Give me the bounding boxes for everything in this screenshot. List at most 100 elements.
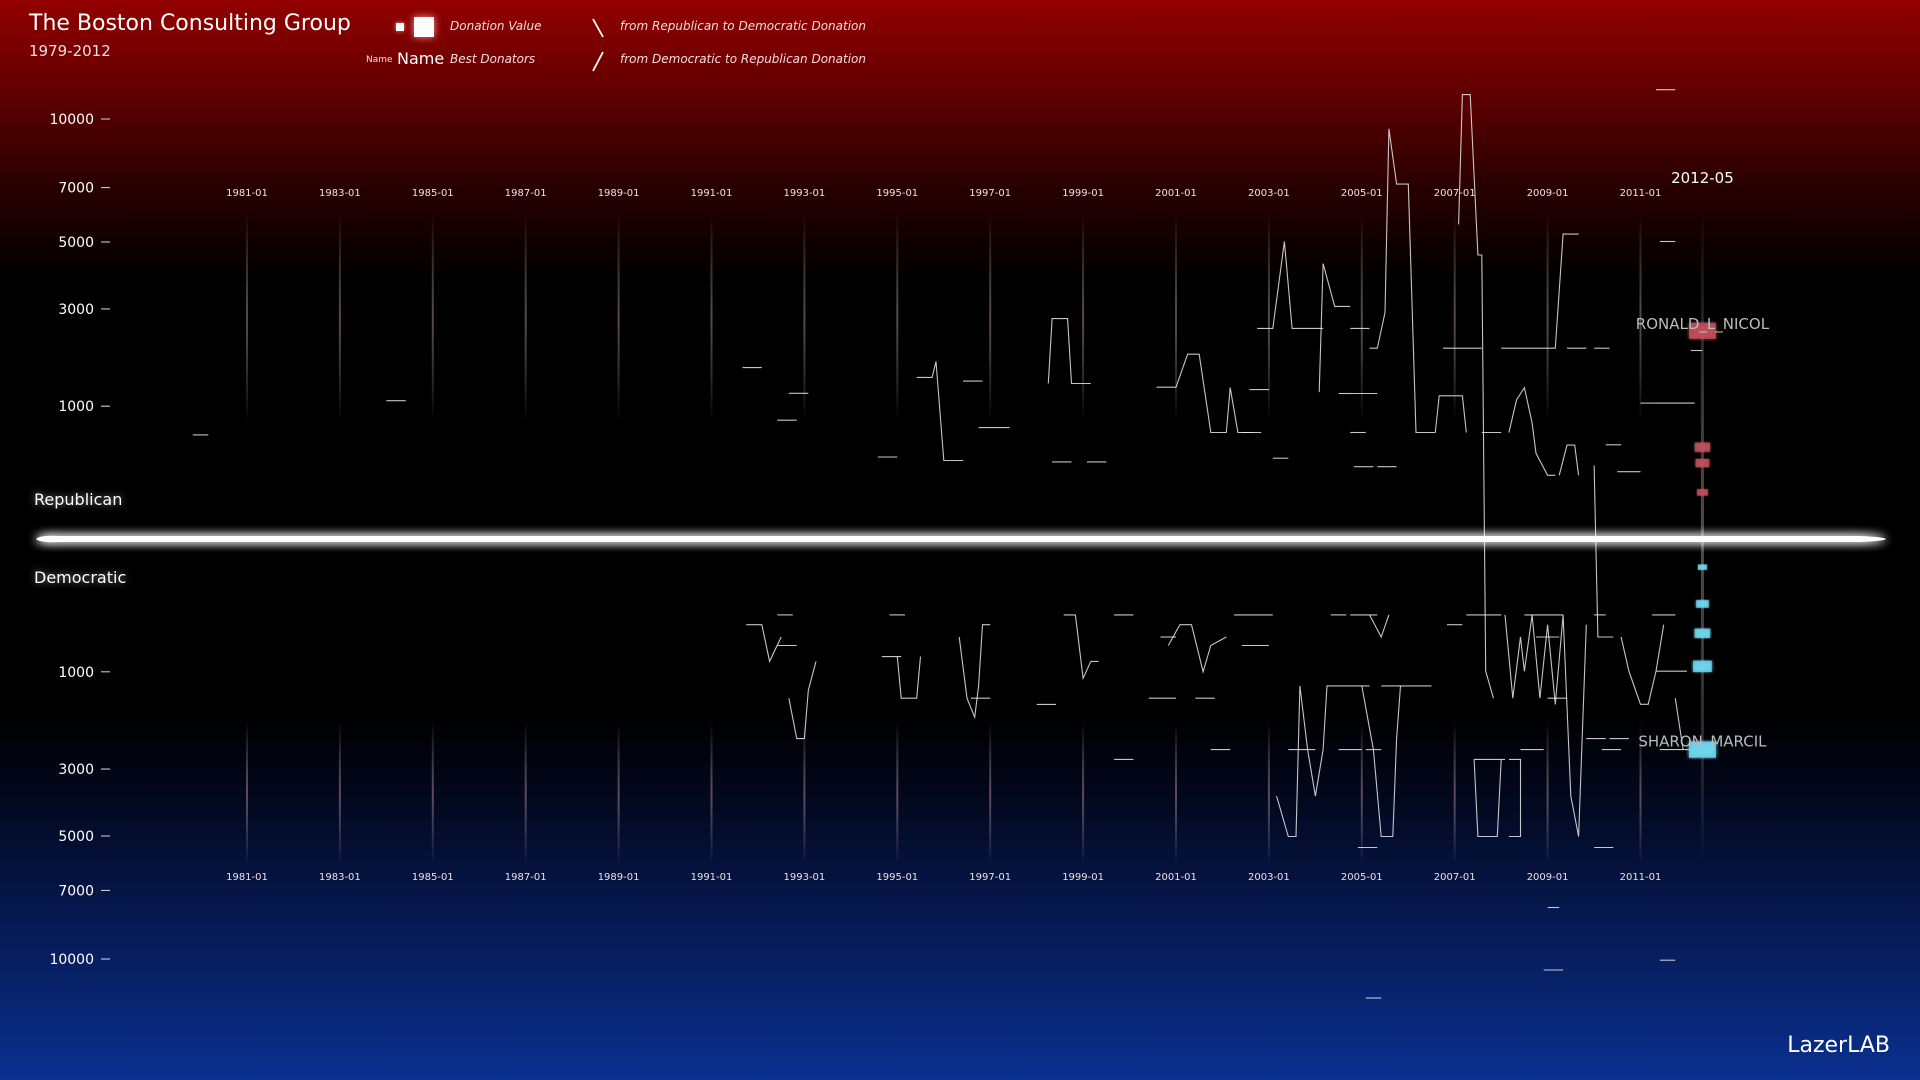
- x-tick-label: 1985-01: [412, 188, 454, 199]
- year-gridline-top: [803, 214, 806, 422]
- x-tick-label: 2005-01: [1341, 188, 1383, 199]
- x-tick-label: 1983-01: [319, 872, 361, 883]
- donation-marker: [1697, 489, 1708, 496]
- year-gridline-bottom: [1360, 722, 1363, 864]
- donation-trace: [1369, 614, 1390, 639]
- year-gridline-bottom: [524, 722, 527, 864]
- donation-marker: [1689, 322, 1716, 339]
- x-tick-label: 1999-01: [1062, 188, 1104, 199]
- y-tick-label: 5000: [58, 829, 94, 845]
- donation-trace: [1504, 614, 1587, 837]
- x-tick-label: 1983-01: [319, 188, 361, 199]
- x-tick-label: 2007-01: [1434, 188, 1476, 199]
- x-tick-label: 1997-01: [969, 872, 1011, 883]
- year-gridline-top: [524, 214, 527, 422]
- donation-trace: [1063, 614, 1099, 681]
- x-tick-label: 1981-01: [226, 188, 268, 199]
- current-date-label: 2012-05: [1671, 169, 1734, 187]
- year-gridline-bottom: [989, 722, 992, 864]
- x-tick-label: 1991-01: [691, 872, 733, 883]
- year-gridline-top: [338, 214, 341, 422]
- y-tick-label: 1000: [58, 399, 94, 415]
- donation-marker: [1693, 660, 1712, 672]
- donation-trace: [1473, 759, 1502, 838]
- y-tick-label: 7000: [58, 181, 94, 197]
- x-tick-label: 2005-01: [1341, 872, 1383, 883]
- x-tick-label: 1985-01: [412, 872, 454, 883]
- legend-name-small: Name: [366, 55, 393, 65]
- year-gridline-bottom: [617, 722, 620, 864]
- year-gridline-top: [989, 214, 992, 422]
- y-tick-label: 7000: [58, 883, 94, 899]
- donation-trace: [1674, 698, 1684, 750]
- donation-trace: [1369, 128, 1436, 434]
- year-gridline-bottom: [803, 722, 806, 864]
- year-gridline-top: [1639, 214, 1642, 422]
- y-tick-label: 3000: [58, 302, 94, 318]
- donation-trace: [896, 656, 922, 699]
- year-gridline-top: [1546, 214, 1549, 422]
- legend-best-donators: Best Donators: [450, 52, 536, 66]
- legend-dem-to-rep: from Democratic to Republican Donation: [620, 52, 866, 66]
- x-tick-label: 2007-01: [1434, 872, 1476, 883]
- x-tick-label: 1995-01: [876, 872, 918, 883]
- year-gridline-bottom: [246, 722, 248, 864]
- legend-small-square-icon: [396, 23, 404, 31]
- y-tick-label: 1000: [58, 665, 94, 681]
- y-tick-label: 5000: [58, 235, 94, 251]
- chart-title: The Boston Consulting Group: [29, 11, 351, 36]
- donation-trace: [1508, 386, 1556, 476]
- donation-marker: [1694, 628, 1711, 638]
- year-gridline-top: [431, 214, 434, 422]
- year-gridline-top: [1360, 214, 1363, 422]
- year-gridline-top: [1267, 214, 1270, 422]
- year-gridline-bottom: [1175, 722, 1177, 864]
- x-tick-label: 2001-01: [1155, 188, 1197, 199]
- donation-trace: [1558, 444, 1580, 476]
- year-gridline-bottom: [338, 722, 341, 864]
- donation-trace: [1593, 465, 1614, 638]
- x-tick-label: 2003-01: [1248, 872, 1290, 883]
- year-gridline-bottom: [710, 722, 713, 864]
- donation-trace: [1620, 624, 1665, 705]
- year-gridline-top: [246, 214, 248, 422]
- party-divider-line: [36, 535, 1886, 543]
- donation-trace: [1318, 263, 1351, 393]
- donation-trace: [1520, 233, 1579, 349]
- x-tick-label: 1987-01: [505, 188, 547, 199]
- x-tick-label: 1991-01: [691, 188, 733, 199]
- donation-trace: [1167, 624, 1227, 674]
- donation-trace: [1434, 395, 1467, 433]
- year-gridline-top: [896, 214, 899, 422]
- donation-trace: [746, 624, 782, 664]
- x-tick-label: 2001-01: [1155, 872, 1197, 883]
- republican-label: Republican: [34, 490, 123, 509]
- donation-trace: [1508, 758, 1522, 838]
- year-gridline-bottom: [1546, 722, 1549, 864]
- donation-marker: [1695, 458, 1710, 468]
- year-gridline-bottom: [1639, 722, 1642, 864]
- x-tick-label: 2011-01: [1620, 872, 1662, 883]
- year-gridline-top: [710, 214, 713, 422]
- donation-trace: [1276, 685, 1370, 838]
- x-tick-label: 2009-01: [1527, 188, 1569, 199]
- x-tick-label: 2009-01: [1527, 872, 1569, 883]
- year-gridline-bottom: [896, 722, 899, 864]
- legend-large-square-icon: [414, 17, 434, 37]
- legend-name-large: Name: [397, 49, 445, 68]
- donator-name-label: SHARON_MARCIL: [1638, 733, 1767, 752]
- brand-logo: LazerLAB: [1787, 1033, 1890, 1058]
- donation-marker: [1698, 564, 1707, 570]
- x-tick-label: 1993-01: [784, 872, 826, 883]
- legend-slash-icons: [592, 18, 604, 72]
- donation-trace: [1047, 318, 1091, 385]
- donation-trace: [916, 361, 964, 462]
- year-gridline-top: [617, 214, 620, 422]
- donation-trace: [1361, 685, 1402, 838]
- x-tick-label: 2011-01: [1620, 188, 1662, 199]
- x-tick-label: 1989-01: [598, 872, 640, 883]
- year-gridline-bottom: [1082, 722, 1085, 864]
- year-gridline-bottom: [1453, 722, 1456, 864]
- x-tick-label: 1989-01: [598, 188, 640, 199]
